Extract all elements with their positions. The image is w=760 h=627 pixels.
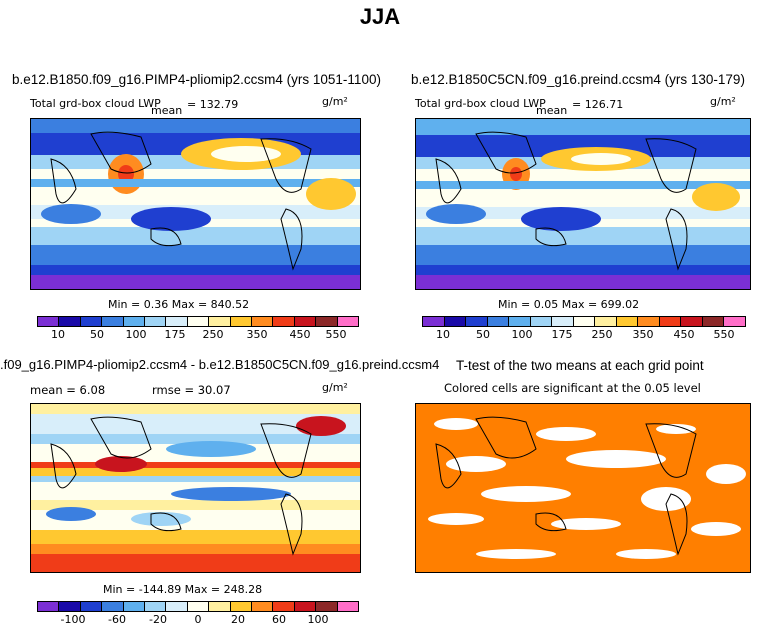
panel-tl-map bbox=[30, 118, 361, 290]
panel-tl-mean-label: mean bbox=[151, 104, 183, 117]
panel-bl-mean: mean = 6.08 bbox=[30, 383, 106, 397]
panel-tr-map bbox=[415, 118, 751, 290]
panel-tr-mean-value: = 126.71 bbox=[572, 98, 624, 111]
panel-tl-colorbar-tick: 50 bbox=[90, 328, 104, 341]
panel-tl-colorbar bbox=[37, 316, 359, 327]
panel-bl-colorbar-tick: -100 bbox=[60, 613, 86, 626]
panel-bl-map bbox=[30, 403, 361, 573]
panel-tr-colorbar-tick: 350 bbox=[632, 328, 654, 341]
panel-tl-colorbar-tick: 100 bbox=[125, 328, 147, 341]
panel-tl-colorbar-tick: 175 bbox=[164, 328, 186, 341]
panel-tl-field bbox=[31, 119, 360, 289]
panel-tr-colorbar-tick: 50 bbox=[476, 328, 490, 341]
panel-bl-colorbar-tick: 20 bbox=[231, 613, 245, 626]
panel-bl-rmse: rmse = 30.07 bbox=[152, 383, 231, 397]
panel-tr-colorbar-tick: 250 bbox=[591, 328, 613, 341]
panel-tl-case-title: b.e12.B1850.f09_g16.PIMP4-pliomip2.ccsm4… bbox=[12, 72, 381, 87]
panel-tr-minmax: Min = 0.05 Max = 699.02 bbox=[498, 298, 640, 311]
panel-tl-colorbar-tick: 450 bbox=[289, 328, 311, 341]
panel-bl-colorbar-tick: 100 bbox=[307, 613, 329, 626]
panel-bl-colorbar-tick: 0 bbox=[194, 613, 202, 626]
panel-br-subtitle: Colored cells are significant at the 0.0… bbox=[444, 381, 701, 395]
panel-tr-mean-label: mean bbox=[536, 104, 568, 117]
panel-bl-colorbar bbox=[37, 601, 359, 612]
panel-tl-colorbar-tick: 550 bbox=[325, 328, 347, 341]
panel-tl-colorbar-tick: 250 bbox=[202, 328, 224, 341]
panel-tr-colorbar-tick: 100 bbox=[511, 328, 533, 341]
panel-br-map bbox=[415, 403, 751, 573]
panel-tr-colorbar-tick: 10 bbox=[436, 328, 450, 341]
panel-tl-variable: Total grd-box cloud LWP bbox=[30, 97, 161, 110]
panel-bl-minmax: Min = -144.89 Max = 248.28 bbox=[103, 583, 263, 596]
panel-bl-colorbar-tick: -20 bbox=[149, 613, 167, 626]
panel-bl-case-title: .f09_g16.PIMP4-pliomip2.ccsm4 - b.e12.B1… bbox=[0, 357, 440, 372]
panel-bl-colorbar-tick: -60 bbox=[108, 613, 126, 626]
panel-tr-colorbar-tick: 175 bbox=[551, 328, 573, 341]
panel-tr-field bbox=[416, 119, 750, 289]
panel-tr-colorbar bbox=[422, 316, 746, 327]
page-title: JJA bbox=[359, 4, 401, 29]
panel-tr-colorbar-tick: 550 bbox=[713, 328, 735, 341]
panel-tl-units: g/m² bbox=[322, 95, 348, 108]
panel-bl-units: g/m² bbox=[322, 381, 348, 394]
panel-tl-mean-value: = 132.79 bbox=[187, 98, 239, 111]
panel-tr-case-title: b.e12.B1850C5CN.f09_g16.preind.ccsm4 (yr… bbox=[411, 72, 745, 87]
panel-bl-field bbox=[31, 404, 360, 572]
panel-tr-colorbar-tick: 450 bbox=[673, 328, 695, 341]
panel-tr-variable: Total grd-box cloud LWP bbox=[415, 97, 546, 110]
panel-bl-colorbar-tick: 60 bbox=[272, 613, 286, 626]
panel-br-title: T-test of the two means at each grid poi… bbox=[456, 358, 704, 373]
panel-tr-units: g/m² bbox=[710, 95, 736, 108]
panel-tl-colorbar-tick: 350 bbox=[246, 328, 268, 341]
panel-tl-colorbar-tick: 10 bbox=[51, 328, 65, 341]
panel-br-field bbox=[416, 404, 750, 572]
panel-tl-minmax: Min = 0.36 Max = 840.52 bbox=[108, 298, 250, 311]
